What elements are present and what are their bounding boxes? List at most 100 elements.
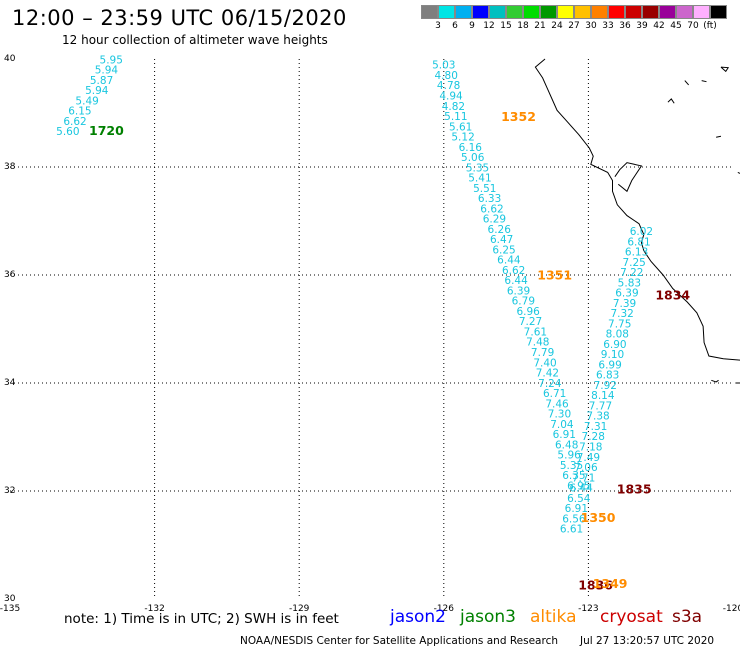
- wave-height-label: 6.79: [512, 296, 535, 308]
- colorbar-swatch: [472, 5, 489, 19]
- wave-height-label: 7.06: [574, 462, 598, 474]
- lon-tick-label: -129: [289, 604, 310, 614]
- island-outline: [711, 379, 719, 383]
- island-outline: [701, 80, 707, 83]
- colorbar-swatch: [693, 5, 710, 19]
- wave-height-label: 6.16: [459, 142, 483, 154]
- wave-height-label: 5.35: [466, 162, 489, 174]
- wave-height-label: 8.14: [591, 390, 615, 402]
- colorbar-swatch: [421, 5, 438, 19]
- wave-height-label: 7.04: [550, 419, 574, 431]
- wave-height-label: 8.08: [606, 329, 629, 341]
- generation-timestamp: Jul 27 13:20:57 UTC 2020: [580, 635, 715, 647]
- wave-height-label: 7.75: [608, 318, 631, 330]
- wave-height-label: 7.79: [531, 347, 554, 359]
- wave-height-label: 7.48: [526, 337, 549, 349]
- wave-height-label: 4.94: [439, 91, 463, 103]
- wave-height-label: 7.40: [533, 357, 556, 369]
- lon-tick-label: -135: [0, 604, 20, 614]
- wave-height-label: 6.39: [507, 285, 530, 297]
- wave-height-label: 6.62: [480, 203, 503, 215]
- wave-height-label: 5.12: [451, 132, 474, 144]
- wave-height-label: 6.13: [625, 247, 648, 259]
- colorbar-label: 9: [469, 21, 475, 31]
- colorbar-swatch: [489, 5, 506, 19]
- pass-time-label: 1351: [537, 267, 572, 282]
- satellite-legend-item: jason3: [460, 607, 516, 627]
- wave-height-label: 6.99: [598, 359, 621, 371]
- island-outline: [667, 98, 675, 104]
- wave-height-label: 5.94: [95, 65, 119, 77]
- wave-height-label: 6.71: [543, 388, 566, 400]
- satellite-legend-item: s3a: [672, 607, 703, 627]
- wave-height-label: 6.48: [555, 439, 578, 451]
- wave-height-label: 6.90: [603, 339, 626, 351]
- wave-height-label: 7.28: [582, 431, 605, 443]
- colorbar-swatch: [523, 5, 540, 19]
- colorbar-label: 36: [619, 21, 631, 31]
- colorbar-label: 6: [452, 21, 458, 31]
- colorbar-label: 12: [483, 21, 495, 31]
- wave-height-label: 5.41: [468, 173, 491, 185]
- map-subtitle: 12 hour collection of altimeter wave hei…: [62, 33, 328, 47]
- colorbar-label: (ft): [703, 21, 717, 31]
- colorbar-swatch: [540, 5, 557, 19]
- wave-height-label: 5.83: [618, 277, 641, 289]
- colorbar-label: 18: [517, 21, 529, 31]
- wave-height-label: 5.95: [100, 54, 123, 66]
- colorbar-swatch: [438, 5, 455, 19]
- colorbar-swatch: [642, 5, 659, 19]
- wave-height-label: 5.06: [461, 152, 485, 164]
- wave-height-label: 4.78: [437, 80, 460, 92]
- wave-height-label: 6.26: [488, 224, 512, 236]
- island-outline: [720, 66, 730, 73]
- lat-tick-label: 36: [4, 270, 16, 280]
- wave-height-label: 7.27: [519, 316, 542, 328]
- colorbar-label: 33: [602, 21, 614, 31]
- coastline: [534, 58, 740, 384]
- wave-height-label: 6.81: [627, 236, 650, 248]
- wave-height-label: 5.96: [557, 450, 581, 462]
- units-note: note: 1) Time is in UTC; 2) SWH is in fe…: [64, 611, 339, 627]
- colorbar-swatch: [710, 5, 727, 19]
- wave-height-label: 6.39: [615, 288, 638, 300]
- wave-height-label: 4.80: [435, 70, 458, 82]
- wave-height-label: 7.39: [613, 298, 636, 310]
- map-title: 12:00 – 23:59 UTC 06/15/2020: [12, 6, 347, 30]
- island-outline: [684, 80, 690, 86]
- colorbar-label: 45: [670, 21, 682, 31]
- colorbar-label: 3: [435, 21, 441, 31]
- pass-time-label: 1835: [617, 482, 652, 497]
- wave-height-label: 6.44: [504, 275, 528, 287]
- wave-height-label: 6.15: [68, 106, 91, 118]
- wave-height-label: 7.92: [594, 380, 617, 392]
- satellite-legend-item: altika: [530, 607, 577, 627]
- lon-tick-label: -120: [723, 604, 740, 614]
- credit-line: NOAA/NESDIS Center for Satellite Applica…: [240, 635, 558, 647]
- colorbar-swatch: [506, 5, 523, 19]
- wave-height-label: 7.77: [589, 400, 612, 412]
- wave-height-label: 6.54: [567, 493, 591, 505]
- colorbar-label: 42: [653, 21, 665, 31]
- lat-tick-label: 34: [4, 378, 16, 388]
- wave-height-label: 7.49: [577, 452, 600, 464]
- lat-tick-label: 30: [4, 594, 16, 604]
- pass-time-label: 1836: [578, 577, 613, 592]
- wave-height-label: 6.95: [567, 480, 590, 492]
- wave-height-label: 6.56: [562, 513, 586, 525]
- pass-time-label: 1349: [593, 576, 628, 591]
- pass-time-label: 1350: [581, 510, 616, 525]
- island-outline: [716, 135, 722, 138]
- wave-height-label: 5.61: [449, 121, 472, 133]
- wave-height-label: 7.61: [524, 326, 547, 338]
- wave-height-label: 7.25: [622, 257, 645, 269]
- wave-height-label: 7.42: [536, 368, 559, 380]
- colorbar-swatch: [608, 5, 625, 19]
- colorbar-swatch: [557, 5, 574, 19]
- colorbar-label: 39: [636, 21, 648, 31]
- colorbar-label: 15: [500, 21, 512, 31]
- wave-height-label: 5.87: [90, 75, 113, 87]
- bay-outline: [614, 162, 643, 193]
- wave-height-colorbar: [421, 5, 727, 19]
